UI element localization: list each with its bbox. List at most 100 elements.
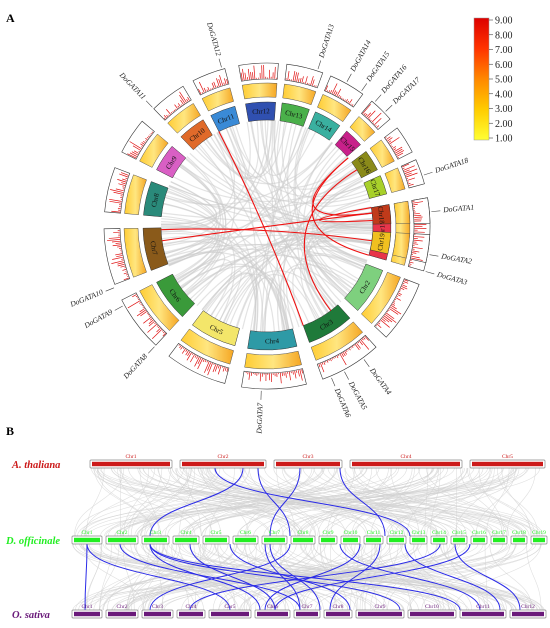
chromosome-bar	[293, 537, 313, 543]
species-name: O. sativa	[12, 610, 50, 621]
histogram-bar	[330, 89, 333, 94]
chromosome-label: Chr5	[211, 530, 222, 536]
histogram-bar	[411, 255, 420, 259]
chromosome-label: Chr13	[284, 109, 303, 121]
histogram-bar	[194, 356, 200, 367]
gene-density-band	[167, 103, 201, 134]
histogram-bar	[107, 239, 121, 241]
histogram-bar	[412, 246, 423, 250]
histogram-bar	[382, 316, 390, 323]
karyotype-chr2: Chr2	[105, 604, 139, 619]
karyotype-chr12: Chr12	[386, 530, 407, 545]
gene-histogram	[361, 100, 391, 130]
karyotype-chr15: Chr15	[450, 530, 468, 545]
gene-label-dogata8: DoGATA8	[121, 346, 155, 381]
histogram-bar	[116, 255, 123, 258]
species-row-0: A. thaliana Chr1 Chr2 Chr3 Chr4 Chr5	[11, 454, 546, 471]
karyotype-chr4: Chr4	[172, 530, 200, 545]
histogram-bar	[216, 78, 220, 87]
karyotype-chr14: Chr14	[430, 530, 448, 545]
histogram-bar	[117, 179, 127, 183]
histogram-bar	[392, 302, 396, 304]
karyotype-chr3: Chr3	[141, 604, 174, 619]
gray-collinear-line	[167, 467, 325, 537]
histogram-bar	[350, 103, 352, 105]
histogram-bar	[414, 236, 425, 238]
histogram-bar	[122, 178, 127, 181]
histogram-bar	[392, 146, 397, 149]
gray-collinear-line	[323, 543, 357, 611]
gray-collinear-line	[94, 467, 350, 537]
gene-tick	[331, 377, 336, 387]
histogram-bar	[403, 281, 409, 284]
histogram-bar	[412, 252, 417, 254]
histogram-bar	[371, 112, 382, 123]
histogram-bar	[252, 72, 254, 80]
histogram-bar	[140, 143, 144, 146]
gray-collinear-line	[344, 543, 359, 611]
blue-collinearity-lines	[84, 467, 521, 611]
chromosome-chr11: Chr11	[192, 68, 240, 132]
histogram-bar	[139, 308, 145, 313]
histogram-bar	[247, 68, 250, 80]
chromosome-bar	[179, 611, 203, 617]
gray-link	[180, 254, 358, 289]
karyotype-chr17: Chr17	[490, 530, 508, 545]
gray-collinear-line	[271, 543, 451, 611]
histogram-bar	[310, 76, 314, 86]
chromosome-label: Chr7	[269, 530, 280, 536]
chromosome-block	[156, 273, 196, 318]
red-link	[303, 169, 358, 311]
gene-tick	[148, 346, 155, 354]
histogram-bar	[412, 250, 420, 253]
histogram-bar	[299, 78, 302, 83]
gray-collinear-line	[322, 467, 480, 537]
gene-density-band	[360, 271, 401, 324]
chromosome-label: Chr13	[412, 530, 426, 536]
histogram-bar	[117, 246, 121, 248]
histogram-bar	[333, 90, 337, 95]
legend-tick-label: 4.00	[495, 89, 513, 100]
chromosome-label: Chr2	[117, 530, 128, 536]
gene-density-band	[310, 321, 364, 361]
histogram-bar	[409, 261, 414, 264]
histogram-bar	[143, 140, 146, 143]
histogram-bar	[339, 353, 347, 366]
gene-name: DoGATA6	[332, 386, 353, 419]
gene-tick	[344, 371, 349, 380]
gene-density-band	[124, 174, 147, 216]
karyotype-chr5: Chr5	[202, 530, 230, 545]
histogram-bar	[301, 369, 303, 374]
red-link	[311, 157, 370, 256]
gray-link	[218, 226, 374, 322]
gray-collinear-line	[172, 467, 447, 537]
histogram-bar	[182, 347, 185, 349]
histogram-bar	[224, 78, 227, 85]
histogram-bar	[330, 358, 332, 362]
gray-collinear-line	[163, 543, 269, 611]
gray-collinear-line	[187, 543, 455, 611]
histogram-bar	[292, 70, 296, 81]
histogram-bar	[285, 372, 287, 378]
histogram-bar	[179, 91, 187, 103]
chromosome-block	[371, 204, 392, 225]
gray-link	[216, 132, 320, 319]
histogram-bar	[244, 72, 247, 81]
histogram-bar	[347, 349, 349, 351]
histogram-bar	[168, 114, 170, 116]
gene-tick	[361, 83, 368, 92]
gene-histogram	[168, 342, 230, 384]
histogram-bar	[339, 96, 342, 99]
chromosome-label: Chr15	[452, 530, 466, 536]
histogram-bar	[185, 350, 189, 356]
histogram-bar	[140, 303, 142, 305]
gray-link	[167, 187, 220, 279]
histogram-bar	[348, 348, 351, 351]
gene-label-dogata7: DoGATA7	[254, 390, 265, 435]
gray-collinear-line	[133, 543, 251, 611]
gray-collinear-line	[478, 467, 505, 537]
gray-collinear-line	[468, 467, 536, 537]
blue-collinear-line	[274, 543, 471, 611]
chromosome-label: Chr2	[218, 454, 229, 460]
gene-histogram	[153, 85, 192, 121]
